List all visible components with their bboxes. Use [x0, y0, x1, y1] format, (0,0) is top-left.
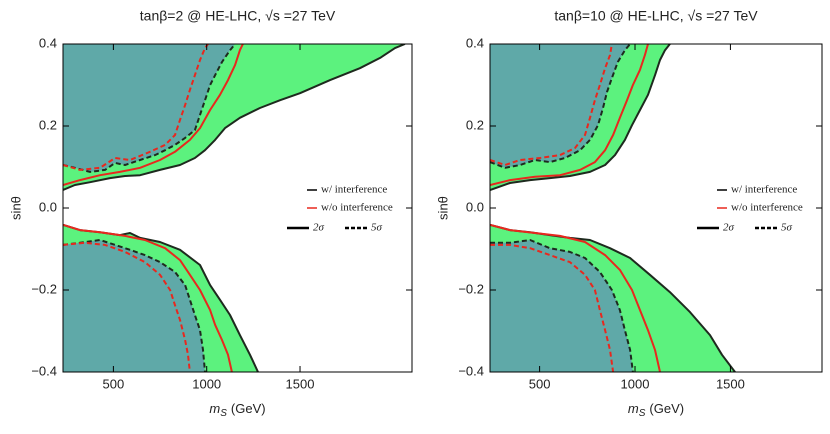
x-label-subscript: S	[220, 408, 227, 419]
y-tick-label: −0.2	[31, 281, 57, 296]
x-tick-label: 1000	[621, 376, 650, 391]
contour-line	[490, 44, 631, 169]
plot-area	[490, 44, 736, 372]
chart-title: tanβ=10 @ HE-LHC, √s =27 TeV	[554, 8, 758, 24]
y-axis-label: sinθ	[8, 196, 23, 220]
legend-label: w/o interference	[321, 202, 393, 214]
y-tick-label: 0.4	[39, 35, 57, 50]
x-axis-label: mS (GeV)	[209, 401, 265, 418]
contour-line	[63, 239, 206, 372]
x-label-symbol: m	[209, 401, 220, 416]
y-tick-label: 0.2	[39, 117, 57, 132]
legend-label: 5σ	[781, 222, 793, 234]
x-tick-label: 500	[529, 376, 551, 391]
region	[490, 44, 631, 168]
legend-label: 2σ	[313, 222, 325, 234]
x-label-unit: (GeV)	[231, 401, 266, 416]
plot-area	[63, 44, 406, 372]
contour-line	[490, 44, 671, 191]
y-axis-label: sinθ	[435, 196, 450, 220]
y-tick-label: 0.2	[466, 117, 484, 132]
region	[63, 44, 236, 172]
chart-title: tanβ=2 @ HE-LHC, √s =27 TeV	[140, 8, 336, 24]
x-label-subscript: S	[639, 408, 646, 419]
legend-label: 5σ	[371, 222, 383, 234]
region	[490, 240, 633, 372]
y-tick-label: 0.4	[466, 35, 484, 50]
x-label-unit: (GeV)	[649, 401, 684, 416]
x-tick-label: 1500	[286, 376, 315, 391]
x-tick-label: 500	[103, 376, 125, 391]
contour-line	[63, 44, 236, 173]
chart-panel: 500 1000 1500 −0.4 −0.2 0.0 0.2 0.4 tanβ=2 @ HE-…	[8, 8, 413, 419]
x-tick-label: 1500	[716, 376, 745, 391]
y-tick-label: 0.0	[39, 199, 57, 214]
x-label-symbol: m	[628, 401, 639, 416]
legend-label: w/ interference	[731, 184, 797, 196]
contour-line	[63, 44, 406, 191]
y-tick-label: −0.2	[458, 281, 484, 296]
contour-line	[490, 223, 661, 372]
chart-panel: 500 1000 1500 −0.4 −0.2 0.0 0.2 0.4 tanβ=10 @ HE…	[435, 8, 823, 419]
legend-label: w/ interference	[321, 184, 387, 196]
legend-label: w/o interference	[731, 202, 803, 214]
x-tick-label: 1000	[192, 376, 221, 391]
contour-line	[63, 44, 244, 186]
contour-line	[63, 241, 191, 372]
contour-line	[63, 223, 233, 372]
y-tick-label: −0.4	[458, 363, 484, 378]
contour-line	[63, 44, 209, 171]
contour-line	[490, 239, 634, 372]
y-tick-label: −0.4	[31, 363, 57, 378]
y-tick-label: 0.0	[466, 199, 484, 214]
x-axis-label: mS (GeV)	[628, 401, 684, 418]
contour-line	[490, 44, 649, 186]
region	[63, 240, 205, 372]
contour-line	[490, 243, 615, 372]
contour-line	[490, 44, 613, 166]
legend-label: 2σ	[723, 222, 735, 234]
